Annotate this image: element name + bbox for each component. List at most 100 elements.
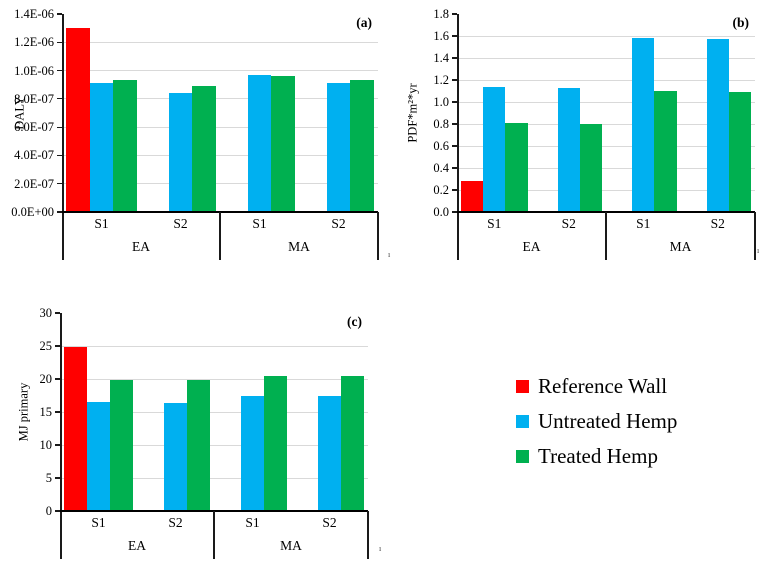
- y-axis-tick-label: 4.0E-07: [14, 148, 54, 163]
- y-axis-tick-label: 0.6: [433, 139, 449, 153]
- y-axis-tick-mark: [57, 154, 62, 157]
- y-axis-tick-mark: [452, 211, 457, 213]
- y-axis-tick-label: 30: [39, 306, 53, 320]
- gridline: [457, 145, 755, 147]
- legend-swatch-treated-hemp: [516, 449, 529, 463]
- y-axis-tick-mark: [57, 183, 62, 185]
- bar-untreated-hemp: [247, 74, 272, 212]
- category-label: S2: [710, 216, 725, 231]
- y-axis-tick-label: 0.0E+00: [11, 205, 54, 219]
- gridline: [60, 411, 368, 413]
- y-axis-tick-mark: [57, 41, 62, 43]
- y-axis-tick-mark: [452, 123, 457, 125]
- panel-label: (a): [356, 15, 372, 30]
- group-label: EA: [132, 239, 150, 254]
- bar-untreated-hemp: [86, 402, 111, 511]
- y-axis-tick-label: 0.8: [433, 117, 449, 131]
- panel-label: (b): [732, 15, 750, 30]
- group-label: MA: [669, 239, 692, 254]
- legend-label: Reference Wall: [538, 374, 668, 398]
- y-axis-tick-mark: [57, 69, 62, 72]
- y-axis-line: [457, 14, 459, 260]
- bar-untreated-hemp: [317, 396, 342, 511]
- y-axis-tick-mark: [57, 126, 62, 128]
- category-label: S1: [94, 216, 109, 231]
- y-axis-tick-label: 25: [39, 339, 53, 353]
- y-axis-tick-label: 0: [45, 504, 52, 518]
- y-axis-line: [62, 14, 64, 260]
- y-axis-tick-mark: [452, 189, 457, 191]
- y-axis-tick-label: 1.2E-06: [14, 35, 54, 50]
- legend-swatch-untreated-hemp: [516, 414, 529, 428]
- category-label: S2: [173, 216, 188, 231]
- y-axis-tick-label: 5: [45, 471, 52, 485]
- category-label: S1: [636, 216, 651, 231]
- y-axis-tick-mark: [57, 13, 62, 15]
- legend-swatch-reference-wall: [516, 379, 529, 393]
- y-axis-tick-label: 2.0E-07: [14, 176, 54, 191]
- category-divider: [605, 212, 607, 260]
- y-axis-tick-mark: [55, 411, 60, 413]
- category-divider: [219, 212, 221, 260]
- bar-treated-hemp: [728, 92, 752, 212]
- bar-untreated-hemp: [706, 39, 729, 212]
- category-divider: [754, 212, 756, 260]
- y-axis-tick-label: 0.4: [433, 161, 449, 175]
- group-label: MA: [288, 239, 310, 254]
- bar-untreated-hemp: [557, 87, 580, 212]
- y-axis-tick-label: 1.8: [433, 7, 449, 21]
- group-label: MA: [280, 538, 302, 553]
- bar-untreated-hemp: [326, 83, 351, 212]
- bar-untreated-hemp: [163, 403, 188, 511]
- bar-reference-wall: [65, 28, 90, 212]
- y-axis-tick-label: 1.4: [433, 51, 449, 65]
- bar-treated-hemp: [654, 91, 677, 212]
- gridline: [62, 126, 378, 128]
- bar-treated-hemp: [579, 124, 603, 212]
- y-axis-tick-mark: [452, 13, 457, 15]
- bar-untreated-hemp: [240, 395, 265, 511]
- legend-label: Treated Hemp: [538, 444, 658, 468]
- gridline: [60, 477, 368, 479]
- legend-label: Untreated Hemp: [538, 409, 678, 433]
- gridline: [457, 79, 755, 81]
- y-axis-tick-mark: [452, 101, 457, 103]
- category-label: S2: [331, 216, 346, 231]
- y-axis-tick-label: 0.2: [433, 183, 449, 197]
- y-axis-tick-mark: [55, 312, 60, 314]
- gridline: [457, 189, 755, 191]
- panel-label: (c): [347, 314, 362, 329]
- category-label: S1: [487, 216, 502, 231]
- gridline: [457, 101, 755, 103]
- gridline: [60, 345, 368, 347]
- y-axis-tick-label: 1.2: [433, 73, 449, 87]
- y-axis-tick-mark: [55, 345, 60, 347]
- y-axis-tick-mark: [452, 167, 457, 169]
- bar-treated-hemp: [110, 379, 134, 511]
- category-label: S2: [322, 515, 337, 530]
- y-axis-tick-mark: [57, 98, 62, 100]
- gridline: [62, 183, 378, 185]
- gridline: [457, 35, 755, 37]
- stray-mark: ı: [388, 250, 391, 259]
- gridline: [457, 167, 755, 169]
- gridline: [60, 378, 368, 380]
- y-axis-tick-mark: [452, 35, 457, 37]
- gridline: [457, 57, 755, 59]
- bar-treated-hemp: [341, 376, 365, 511]
- y-axis-title: MJ primary: [16, 382, 31, 442]
- y-axis-tick-label: 1.4E-06: [14, 7, 54, 21]
- category-divider: [377, 212, 379, 260]
- y-axis-tick-mark: [57, 211, 62, 213]
- bar-treated-hemp: [505, 122, 528, 212]
- legend: Reference Wall Untreated Hemp Treated He…: [516, 374, 677, 479]
- gridline: [62, 70, 378, 72]
- legend-item-untreated-hemp: Untreated Hemp: [516, 409, 677, 433]
- bar-reference-wall: [63, 346, 87, 511]
- y-axis-tick-label: 1.6: [433, 29, 449, 43]
- category-label: S1: [91, 515, 106, 530]
